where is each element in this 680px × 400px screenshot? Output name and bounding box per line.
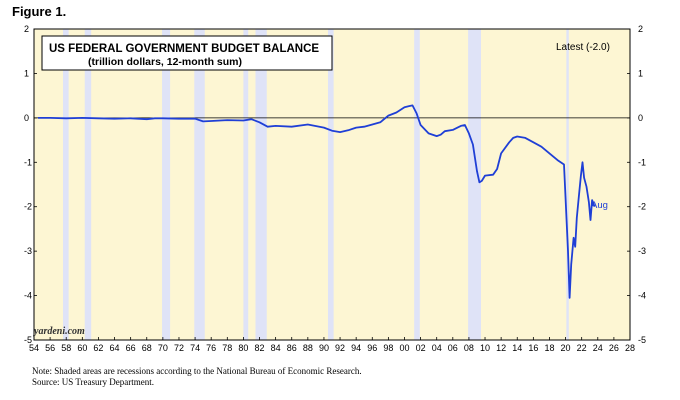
chart-title-box <box>41 35 333 71</box>
y-tick-label-right: 2 <box>638 24 643 34</box>
series-line-group <box>38 104 596 299</box>
x-tick-label: 92 <box>335 343 345 353</box>
recession-band <box>327 29 334 340</box>
x-tick-label: 90 <box>319 343 329 353</box>
x-tick-label: 60 <box>77 343 87 353</box>
x-tick-label: 12 <box>496 343 506 353</box>
y-tick-label-right: 0 <box>638 113 643 123</box>
chart-subtitle: (trillion dollars, 12-month sum) <box>88 56 242 68</box>
recession-band <box>84 29 92 340</box>
y-tick-label-left: -2 <box>24 202 32 212</box>
x-tick-label: 76 <box>206 343 216 353</box>
recession-band <box>414 29 420 340</box>
x-tick-label: 08 <box>464 343 474 353</box>
x-tick-label: 16 <box>528 343 538 353</box>
x-tick-label: 00 <box>399 343 409 353</box>
x-tick-label: 56 <box>45 343 55 353</box>
y-tick-label-right: 1 <box>638 68 643 78</box>
recession-band <box>468 29 481 340</box>
x-tick-label: 86 <box>287 343 297 353</box>
footnote: Note: Shaded areas are recessions accord… <box>32 366 362 388</box>
x-tick-label: 72 <box>174 343 184 353</box>
x-tick-label: 58 <box>61 343 71 353</box>
y-tick-label-left: -4 <box>24 291 32 301</box>
x-tick-label: 14 <box>512 343 522 353</box>
x-tick-label: 80 <box>238 343 248 353</box>
plot-frame <box>33 28 631 341</box>
y-tick-label-right: -2 <box>638 202 646 212</box>
source-text: Source: US Treasury Department. <box>32 377 154 387</box>
latest-label: Latest (-2.0) <box>556 42 610 53</box>
x-tick-label: 62 <box>93 343 103 353</box>
y-tick-label-right: -3 <box>638 246 646 256</box>
recession-band <box>243 29 249 340</box>
y-tick-label-left: 0 <box>24 113 29 123</box>
y-tick-label-left: 1 <box>24 68 29 78</box>
figure-label: Figure 1. <box>12 4 67 19</box>
x-tick-label: 24 <box>593 343 603 353</box>
recession-band <box>62 29 69 340</box>
y-tick-label-right: -1 <box>638 157 646 167</box>
x-tick-label: 66 <box>126 343 136 353</box>
y-tick-label-right: -5 <box>638 335 646 345</box>
x-tick-label: 10 <box>480 343 490 353</box>
x-tick-label: 70 <box>158 343 168 353</box>
x-tick-label: 28 <box>625 343 635 353</box>
x-tick-label: 64 <box>110 343 120 353</box>
recession-band <box>255 29 267 340</box>
y-tick-label-right: -4 <box>638 291 646 301</box>
x-tick-label: 84 <box>271 343 281 353</box>
x-tick-label: 82 <box>255 343 265 353</box>
x-tick-label: 78 <box>222 343 232 353</box>
series-line <box>38 104 596 299</box>
recession-band <box>162 29 171 340</box>
x-tick-label: 88 <box>303 343 313 353</box>
x-tick-label: 26 <box>609 343 619 353</box>
x-tick-label: 98 <box>383 343 393 353</box>
y-tick-label-left: -1 <box>24 157 32 167</box>
x-tick-label: 06 <box>448 343 458 353</box>
x-tick-label: 96 <box>367 343 377 353</box>
x-tick-label: 68 <box>142 343 152 353</box>
note-text: Note: Shaded areas are recessions accord… <box>32 366 362 376</box>
x-tick-label: 94 <box>351 343 361 353</box>
x-tick-label: 02 <box>416 343 426 353</box>
recession-band <box>194 29 205 340</box>
x-tick-label: 18 <box>544 343 554 353</box>
watermark: yardeni.com <box>34 326 85 337</box>
y-tick-label-left: 2 <box>24 24 29 34</box>
y-tick-label-left: -3 <box>24 246 32 256</box>
x-tick-label: 74 <box>190 343 200 353</box>
end-label-aug: Aug <box>591 200 608 211</box>
recession-band <box>566 29 569 340</box>
x-tick-label: 54 <box>29 343 39 353</box>
x-tick-label: 22 <box>577 343 587 353</box>
x-tick-label: 04 <box>432 343 442 353</box>
budget-balance-chart: 2 21 10 0-1 -1-2 -2-3 -3-4 -4-5 -554 56 58 60 62 64 66… <box>24 24 646 353</box>
chart-title: US FEDERAL GOVERNMENT BUDGET BALANCE <box>49 43 319 55</box>
y-tick-label-left: -5 <box>24 335 32 345</box>
recession-bands <box>62 29 569 340</box>
x-tick-label: 20 <box>561 343 571 353</box>
axis-ticks: 2 21 10 0-1 -1-2 -2-3 -3-4 -4-5 -554 56 58 60 62 64 66… <box>24 24 646 353</box>
